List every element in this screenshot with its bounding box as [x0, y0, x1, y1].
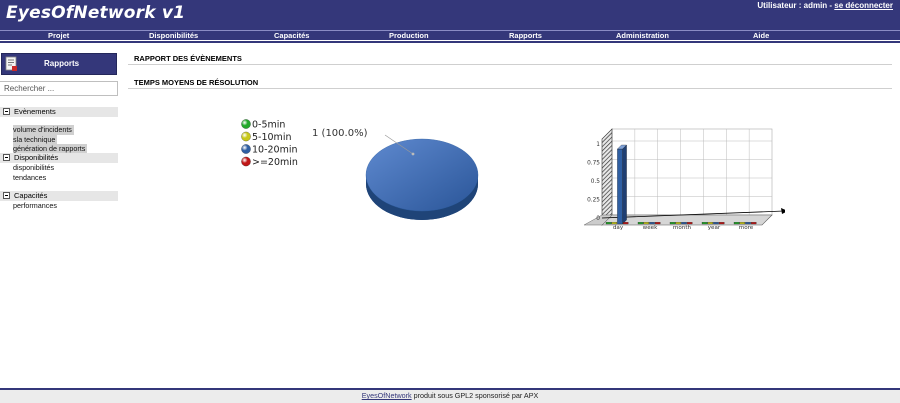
footer-link-eyesofnetwork[interactable]: EyesOfNetwork: [361, 391, 412, 400]
sidebar-link-sla-technique[interactable]: sla technique: [13, 134, 58, 144]
bar-week-series-3: [654, 222, 661, 225]
module-rapports-button[interactable]: Rapports: [1, 53, 117, 75]
y-tick-label-2: 0.5: [591, 179, 601, 185]
pie-label-leader: [384, 134, 414, 155]
menu-item-disponibilites[interactable]: Disponibilités: [149, 31, 199, 40]
page-title: RAPPORT DES ÉVÈNEMENTS: [134, 54, 242, 63]
title-divider: [128, 64, 892, 65]
sidebar-link-tendances[interactable]: tendances: [13, 172, 47, 182]
section-subtitle: TEMPS MOYENS DE RÉSOLUTION: [134, 78, 259, 87]
bar-day-series-2: [617, 148, 623, 225]
report-icon: [5, 56, 17, 71]
menu-item-administration[interactable]: Administration: [616, 31, 669, 40]
legend-marker-2: [241, 144, 251, 154]
menu-item-rapports[interactable]: Rapports: [509, 31, 542, 40]
menu-item-production[interactable]: Production: [389, 31, 429, 40]
bar-month-series-1: [675, 222, 682, 225]
subtitle-divider: [128, 88, 892, 89]
footer-divider: [0, 388, 900, 390]
legend-label-2: 10-20min: [252, 144, 298, 155]
group-header-disponibilites[interactable]: Disponibilités: [0, 153, 118, 163]
collapse-icon[interactable]: [3, 108, 10, 115]
legend-label-3: >=20min: [252, 157, 298, 168]
sidebar: Rapports Evènements volume d'incidents s…: [0, 43, 122, 389]
y-tick-label-1: 0.25: [587, 198, 600, 204]
user-label: Utilisateur : admin -: [757, 1, 835, 10]
footer-text: produit sous GPL2 sponsorisé par APX: [411, 391, 539, 400]
menu-item-projet[interactable]: Projet: [48, 31, 70, 40]
group-header-evenements[interactable]: Evènements: [0, 107, 118, 117]
bar-month-series-3: [686, 222, 693, 225]
bar-year-series-2: [713, 222, 719, 225]
bar-year-series-1: [707, 222, 714, 225]
bar-side-day-series-2: [622, 144, 627, 225]
sidebar-group-disponibilites: Disponibilités disponibilités tendances: [0, 153, 118, 182]
pie-label-dot: [411, 152, 415, 156]
bar-week-series-1: [643, 222, 650, 225]
x-axis-arrow: [781, 208, 785, 214]
collapse-icon[interactable]: [3, 192, 10, 199]
y-tick-label-4: 1: [596, 142, 600, 148]
y-tick-label-0: 0: [596, 216, 600, 222]
bar-year-series-3: [718, 222, 725, 225]
plot-left-wall: [601, 128, 613, 226]
bar-more-series-1: [739, 222, 746, 225]
x-tick-label-more: more: [739, 225, 754, 231]
legend-label-0: 0-5min: [252, 119, 285, 130]
group-label: Capacités: [14, 191, 48, 200]
bar-more-series-2: [745, 222, 751, 225]
legend-marker-0: [241, 119, 251, 129]
bar-chart: 0 0.25 0.5 0.75 1 day week month year more: [583, 128, 785, 231]
sidebar-group-capacites: Capacités performances: [0, 191, 118, 211]
sidebar-link-performances[interactable]: performances: [13, 201, 57, 210]
bar-day-series-0: [605, 222, 612, 225]
footer: EyesOfNetwork produit sous GPL2 sponsori…: [0, 390, 900, 403]
collapse-icon[interactable]: [3, 154, 10, 161]
bar-more-series-0: [733, 222, 740, 225]
bar-day-series-1: [611, 222, 618, 225]
sidebar-link-disponibilites[interactable]: disponibilités: [13, 163, 55, 172]
y-tick-label-3: 0.75: [587, 161, 600, 167]
legend-label-1: 5-10min: [252, 132, 291, 143]
legend-marker-3: [241, 156, 251, 167]
plot-back-wall: [611, 128, 773, 216]
logout-link[interactable]: se déconnecter: [834, 1, 893, 10]
user-info: Utilisateur : admin - se déconnecter: [757, 1, 893, 10]
legend-marker-1: [241, 131, 251, 142]
x-tick-label-month: month: [673, 225, 692, 231]
x-tick-label-year: year: [708, 225, 721, 231]
header-bar: EyesOfNetwork v1 Utilisateur : admin - s…: [0, 0, 900, 30]
bar-year-series-0: [701, 222, 708, 225]
bar-month-series-0: [669, 222, 676, 225]
menu-item-aide[interactable]: Aide: [753, 31, 770, 40]
group-header-capacites[interactable]: Capacités: [0, 191, 118, 201]
menu-item-capacites[interactable]: Capacités: [274, 31, 310, 40]
sidebar-link-generation-rapports[interactable]: génération de rapports: [13, 144, 88, 154]
x-axis-line: [601, 210, 785, 219]
brand-title: EyesOfNetwork v1: [6, 3, 186, 23]
bar-month-series-2: [681, 222, 687, 225]
bar-day-series-3: [622, 222, 629, 225]
menu-divider: [0, 41, 900, 43]
x-tick-label-week: week: [643, 225, 658, 231]
pie-slice-label: 1 (100.0%): [312, 128, 368, 139]
bar-more-series-3: [750, 222, 757, 225]
group-label: Evènements: [14, 107, 56, 116]
pie-slice-10-20min: [365, 138, 479, 212]
sidebar-link-volume-incidents[interactable]: volume d'incidents: [13, 125, 74, 135]
top-menu: Projet Disponibilités Capacités Producti…: [0, 30, 900, 40]
bar-week-series-0: [637, 222, 644, 225]
bar-week-series-2: [649, 222, 655, 225]
group-label: Disponibilités: [14, 153, 59, 162]
x-tick-label-day: day: [613, 225, 624, 231]
search-input[interactable]: [0, 81, 118, 96]
sidebar-group-evenements: Evènements volume d'incidents sla techni…: [0, 107, 118, 154]
module-rapports-label: Rapports: [44, 59, 80, 68]
